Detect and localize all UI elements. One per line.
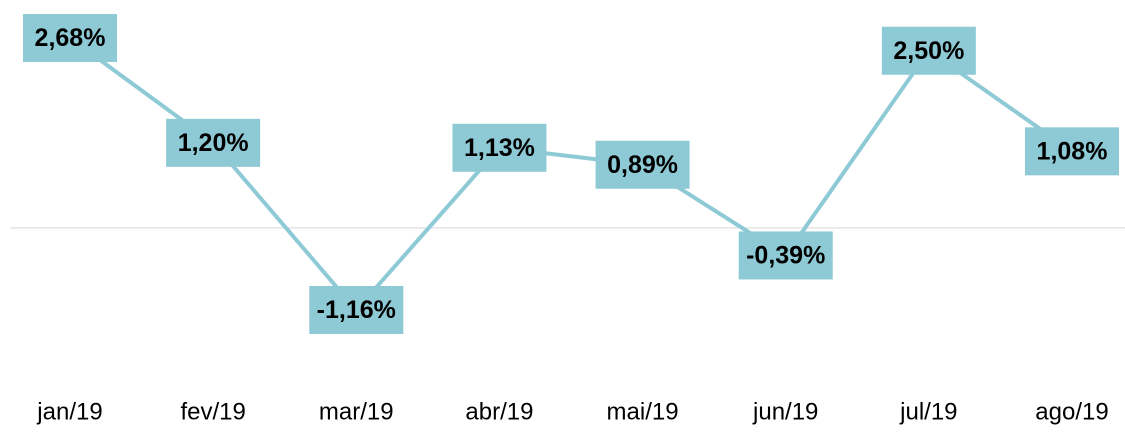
x-tick-label: fev/19 [180, 399, 245, 426]
value-label: 1,20% [178, 129, 249, 157]
x-tick-label: jan/19 [36, 399, 102, 426]
x-tick-label: jul/19 [899, 399, 957, 426]
x-tick-label: jun/19 [752, 399, 818, 426]
x-tick-label: abr/19 [465, 399, 533, 426]
value-label: 2,68% [35, 24, 106, 52]
value-label-box [1025, 127, 1119, 176]
value-label-box [309, 286, 404, 334]
x-tick-label: ago/19 [1035, 399, 1108, 426]
x-tick-label: mar/19 [319, 399, 394, 426]
value-label-box [595, 140, 690, 189]
value-label: -1,16% [317, 296, 396, 324]
line [68, 36, 1074, 314]
value-label: 1,08% [1037, 137, 1108, 165]
value-label: 0,89% [607, 151, 678, 179]
value-label-box [452, 123, 547, 172]
value-label: -0,39% [746, 241, 825, 269]
value-label-box [166, 118, 261, 167]
x-tick-label: mai/19 [607, 399, 679, 426]
value-label-box [881, 26, 976, 75]
value-label: 1,13% [464, 134, 535, 162]
value-label: 2,50% [893, 37, 964, 65]
value-label-box [23, 14, 117, 62]
value-label-box [738, 231, 833, 280]
